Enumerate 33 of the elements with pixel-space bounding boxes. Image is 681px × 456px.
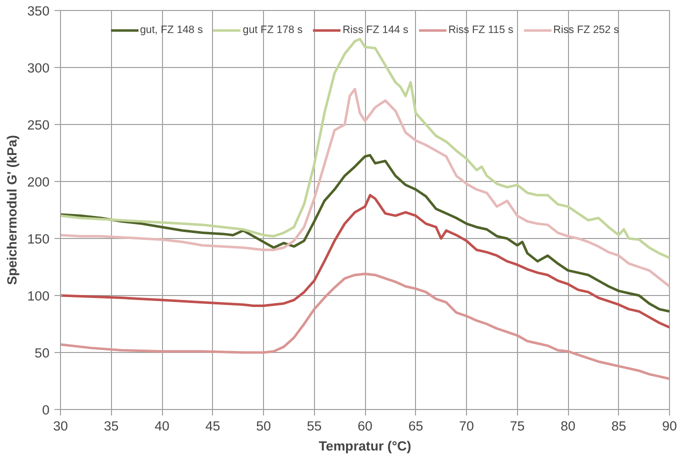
- line-series: [60, 88, 670, 288]
- legend-label: Riss FZ 115 s: [448, 24, 514, 36]
- line-series: [60, 272, 670, 380]
- x-tick-label: 45: [205, 418, 220, 434]
- x-tick-label: 35: [104, 418, 119, 434]
- y-tick-label: 150: [27, 232, 50, 246]
- y-tick-label: 0: [42, 402, 50, 418]
- line-series: [60, 154, 670, 313]
- y-axis-title: Speichermodul G' (kPa): [4, 135, 20, 285]
- x-tick-label: 55: [306, 418, 322, 434]
- x-tick-label: 60: [358, 418, 372, 434]
- legend-label: gut FZ 178 s: [242, 24, 303, 36]
- x-tick-label: 30: [53, 418, 68, 434]
- x-tick-label: 75: [510, 418, 525, 434]
- x-tick-label: 40: [154, 418, 170, 434]
- y-tick-label: 350: [27, 4, 50, 18]
- legend-label: gut, FZ 148 s: [140, 24, 203, 36]
- x-tick-label: 80: [560, 418, 576, 434]
- x-tick-label: 70: [459, 418, 474, 434]
- y-tick-label: 100: [27, 288, 50, 304]
- line-series: [60, 38, 670, 260]
- y-tick-label: 250: [27, 118, 50, 132]
- x-tick-label: 85: [611, 418, 626, 434]
- y-tick-label: 200: [27, 174, 50, 190]
- x-tick-label: 90: [662, 418, 677, 434]
- legend-label: Riss FZ 252 s: [553, 24, 620, 36]
- line-series: [60, 194, 670, 329]
- x-tick-label: 50: [256, 418, 271, 434]
- x-axis-title: Tempratur (°C): [318, 438, 412, 454]
- x-tick-label: 65: [408, 418, 424, 434]
- legend-label: Riss FZ 144 s: [342, 24, 408, 36]
- y-tick-label: 300: [27, 60, 50, 76]
- y-tick-label: 50: [34, 346, 50, 360]
